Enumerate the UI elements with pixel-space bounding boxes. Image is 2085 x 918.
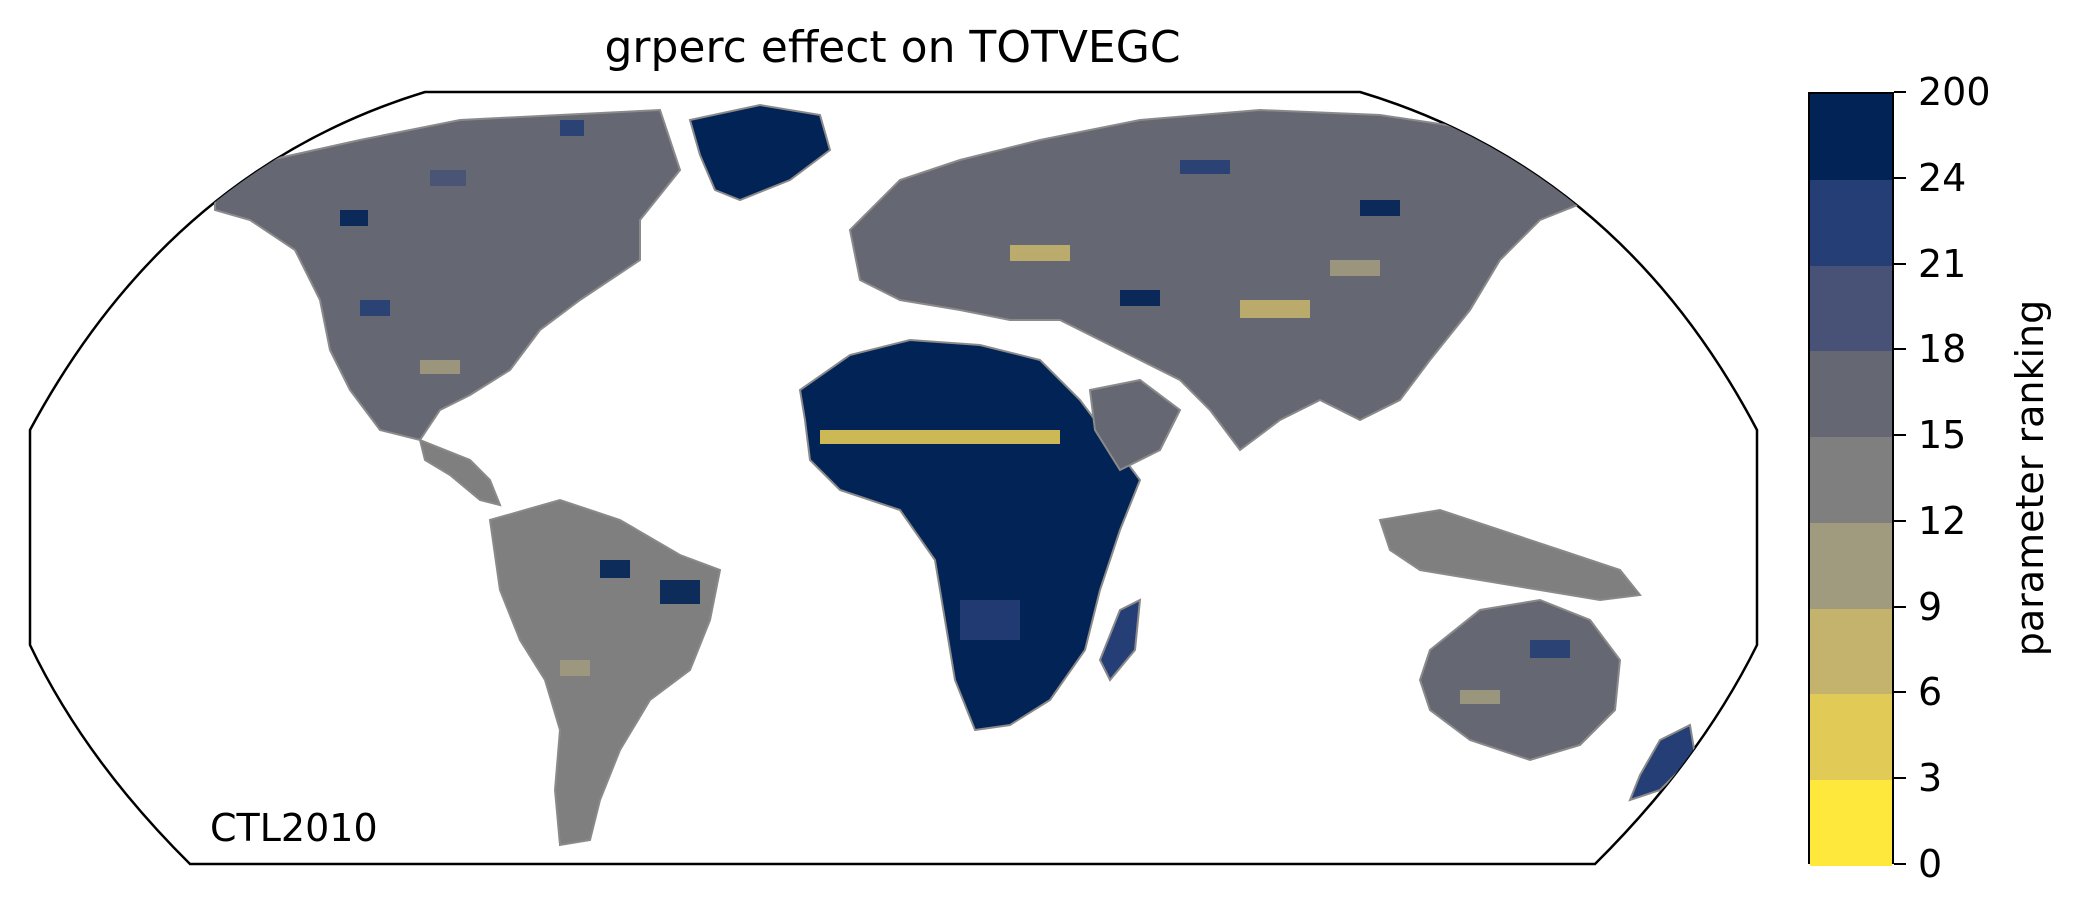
colorbar-tick-label: 200 [1918, 70, 1991, 114]
colorbar-tick [1894, 605, 1906, 608]
colorbar-swatch [1810, 694, 1892, 781]
colorbar-tick [1894, 691, 1906, 694]
colorbar-swatch [1810, 94, 1892, 180]
greenland [688, 103, 832, 202]
colorbar-tick [1894, 863, 1906, 865]
run-label: CTL2010 [210, 806, 378, 850]
colorbar-tick-label: 9 [1918, 584, 1943, 629]
north-america [214, 108, 682, 442]
colorbar-swatch [1810, 265, 1892, 352]
colorbar-swatch [1810, 522, 1892, 609]
madagascar [1098, 598, 1142, 682]
colorbar-swatch [1810, 780, 1892, 866]
colorbar-axis-label: parameter ranking [2008, 299, 2052, 657]
colorbar-swatch [1810, 179, 1892, 266]
colorbar-tick [1894, 777, 1906, 780]
colorbar-tick [1894, 348, 1906, 351]
land-layer [214, 103, 1697, 847]
colorbar-tick-label: 6 [1918, 670, 1943, 715]
southeast-asia-islands [1378, 508, 1642, 602]
colorbar-tick [1894, 91, 1906, 93]
colorbar-swatch [1810, 437, 1892, 523]
colorbar-tick [1894, 262, 1906, 265]
new-zealand [1628, 723, 1697, 802]
colorbar-swatch [1810, 351, 1892, 438]
colorbar-tick [1894, 434, 1906, 437]
europe-asia [848, 108, 1592, 452]
colorbar-tick-label: 24 [1918, 155, 1967, 200]
colorbar-tick-label: 21 [1918, 241, 1967, 286]
colorbar-tick-label: 18 [1918, 327, 1967, 372]
colorbar-tick-label: 12 [1918, 498, 1967, 543]
land-texture [340, 120, 1570, 704]
colorbar-swatch [1810, 608, 1892, 695]
colorbar-tick [1894, 519, 1906, 522]
colorbar [1808, 92, 1894, 866]
colorbar-tick [1894, 176, 1906, 179]
map-title: grperc effect on TOTVEGC [604, 22, 1181, 73]
central-america [418, 438, 502, 507]
arabian-peninsula [1088, 378, 1182, 472]
colorbar-tick-label: 3 [1918, 756, 1943, 801]
colorbar-tick-label: 15 [1918, 413, 1967, 458]
colorbar-tick-label: 0 [1918, 842, 1943, 886]
